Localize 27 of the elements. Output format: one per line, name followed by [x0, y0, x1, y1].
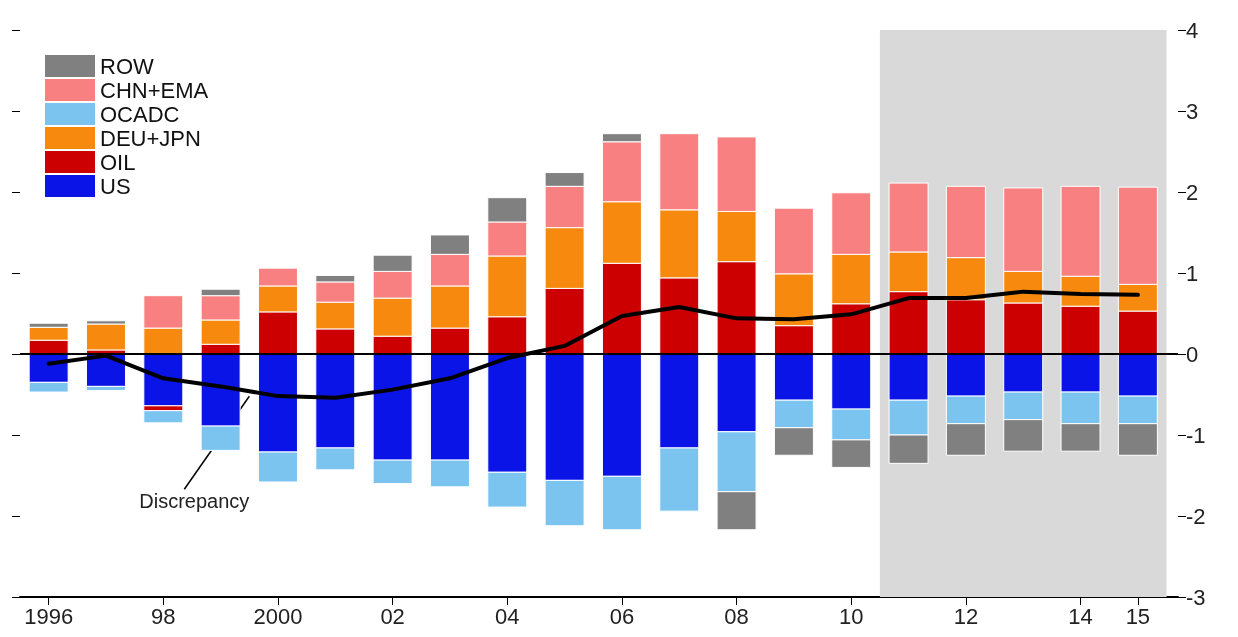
x-tick-label: 10	[839, 603, 864, 629]
legend-label: ROW	[100, 53, 154, 79]
y-tick-label: -3	[1186, 584, 1206, 610]
y-tick-label: 2	[1186, 179, 1199, 205]
y-tick-label: -2	[1186, 503, 1206, 529]
y-tick-label: 4	[1186, 17, 1199, 43]
text: Discrepancy	[139, 490, 250, 513]
legend-label: DEU+JPN	[100, 125, 201, 151]
y-tick-label: -1	[1186, 422, 1206, 448]
x-tick-label: 1996	[24, 603, 74, 629]
legend-label: OCADC	[100, 101, 180, 127]
legend-label: OIL	[100, 149, 136, 175]
x-tick-label: 98	[151, 603, 176, 629]
y-tick-label: 1	[1186, 260, 1199, 286]
y-tick-label: 3	[1186, 98, 1199, 124]
legend-label: US	[100, 173, 131, 199]
x-tick-label: 08	[724, 603, 749, 629]
x-tick-label: 02	[380, 603, 405, 629]
x-tick-label: 14	[1068, 603, 1093, 629]
legend-label: CHN+EMA	[100, 77, 209, 103]
bar	[86, 323, 126, 351]
x-tick-label: 06	[609, 603, 635, 629]
y-tick-label: 0	[1186, 341, 1199, 367]
x-tick-label: 04	[495, 603, 520, 629]
x-tick-label: 12	[953, 603, 979, 629]
x-tick-label: 15	[1125, 603, 1151, 629]
x-tick-label: 2000	[253, 603, 303, 629]
